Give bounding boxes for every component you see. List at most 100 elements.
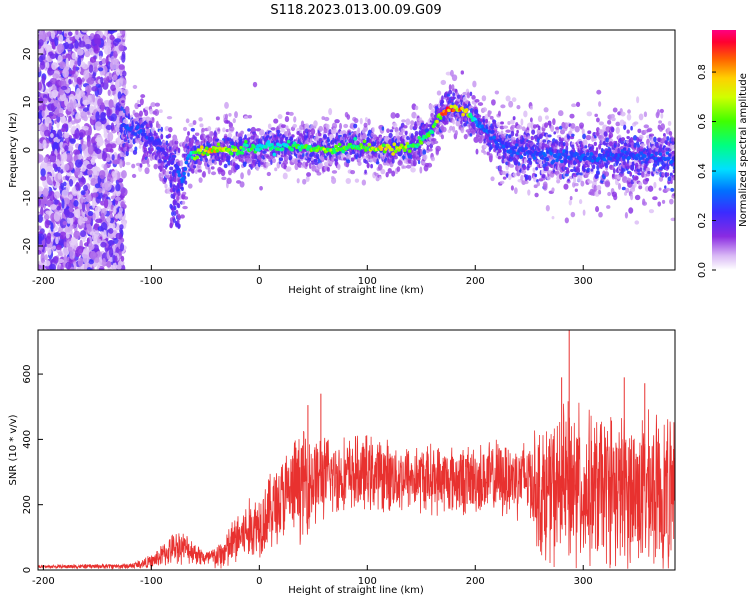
spectral-cell (100, 241, 107, 248)
spectral-cell (114, 169, 118, 174)
spectral-cell (107, 30, 116, 35)
spectral-cell (272, 157, 276, 164)
spectral-cell (568, 199, 572, 206)
spectral-cell (150, 102, 156, 108)
spectral-cell (523, 110, 528, 118)
spectral-cell (348, 132, 352, 136)
spectral-cell (573, 176, 577, 184)
spectral-cell (44, 219, 50, 229)
spectral-cell (153, 132, 158, 137)
spectral-cell (266, 171, 271, 177)
spectral-cell (147, 163, 151, 168)
spectral-cell (331, 177, 337, 185)
spectral-cell (82, 216, 88, 222)
spectral-cell (361, 179, 367, 186)
spectral-cell (562, 142, 566, 147)
spectral-cell (38, 214, 43, 223)
spectral-cell (61, 198, 65, 209)
spectral-cell (430, 156, 436, 162)
spectral-cell (402, 165, 407, 169)
spectral-cell (168, 126, 173, 133)
spectral-cell (474, 108, 479, 115)
spectral-cell (45, 210, 52, 215)
spectral-cell (401, 134, 406, 139)
spectral-cell (69, 250, 76, 260)
spectral-cell (227, 160, 231, 166)
spectral-cell (357, 127, 361, 133)
spectral-cell (182, 191, 187, 196)
spectral-cell (49, 204, 57, 210)
spectral-cell (137, 103, 142, 108)
spectral-cell (331, 122, 338, 130)
spectral-cell (191, 169, 195, 174)
spectral-cell (106, 260, 112, 268)
spectral-cell (65, 232, 70, 239)
spectral-cell (38, 55, 44, 63)
spectral-cell (324, 116, 330, 122)
spectral-cell (122, 70, 127, 77)
spectral-cell (94, 206, 102, 213)
spectral-cell (44, 44, 52, 53)
spectral-cell (42, 103, 46, 111)
spectral-cell (157, 140, 163, 146)
spectral-cell (120, 201, 125, 208)
spectral-cell (573, 182, 579, 187)
spectral-cell (87, 94, 91, 103)
spectral-cell (45, 81, 53, 87)
spectral-cell (107, 89, 111, 96)
spectral-cell (93, 231, 100, 237)
spectral-cell (273, 118, 279, 124)
spectral-cell (418, 145, 422, 149)
spectral-cell (53, 191, 61, 199)
spectral-cell (359, 117, 363, 125)
spectral-cell (52, 163, 57, 169)
spectral-cell (244, 115, 249, 120)
spectral-cell (79, 132, 84, 138)
spectral-cell (441, 95, 444, 101)
spectral-cell (582, 133, 586, 140)
spectral-cell (391, 157, 395, 164)
spectral-cell (377, 163, 383, 171)
spectral-cell (115, 109, 120, 116)
spectral-cell (192, 120, 197, 126)
spectral-cell (339, 122, 342, 130)
spectral-cell (100, 221, 108, 233)
spectral-cell (45, 200, 52, 206)
spectral-cell (50, 222, 54, 232)
spectral-cell (460, 120, 463, 125)
spectral-cell (305, 175, 310, 182)
spectral-cell (51, 169, 55, 178)
spectral-cell (108, 99, 114, 109)
spectral-cell (512, 116, 516, 121)
spectral-cell (62, 220, 68, 226)
spectral-cell (210, 171, 217, 176)
spectral-cell (112, 172, 118, 182)
spectral-cell (575, 101, 581, 108)
spectral-cell (173, 137, 178, 142)
spectral-cell (201, 127, 205, 133)
spectral-cell (67, 31, 73, 36)
spectral-cell (71, 52, 77, 60)
spectrogram-heat-layer (38, 30, 675, 270)
spectral-cell (498, 149, 502, 153)
spectral-cell (313, 120, 318, 128)
spectral-cell (522, 164, 527, 171)
spectral-cell (292, 123, 297, 128)
spectral-cell (96, 238, 102, 244)
spectral-cell (316, 171, 322, 176)
spectral-cell (550, 125, 555, 133)
spectral-cell (392, 122, 398, 128)
spectral-cell (71, 111, 75, 116)
spectral-cell (93, 257, 100, 263)
spectral-cell (40, 252, 45, 264)
spectral-cell (421, 161, 426, 165)
spectral-cell (425, 122, 429, 130)
spectral-cell (98, 60, 103, 66)
spectral-cell (202, 171, 206, 178)
spectral-cell (92, 212, 96, 221)
spectral-cell (426, 162, 433, 168)
spectral-cell (264, 137, 268, 142)
spectral-cell (222, 127, 226, 133)
spectral-cell (220, 169, 226, 177)
spectral-cell (514, 187, 518, 195)
